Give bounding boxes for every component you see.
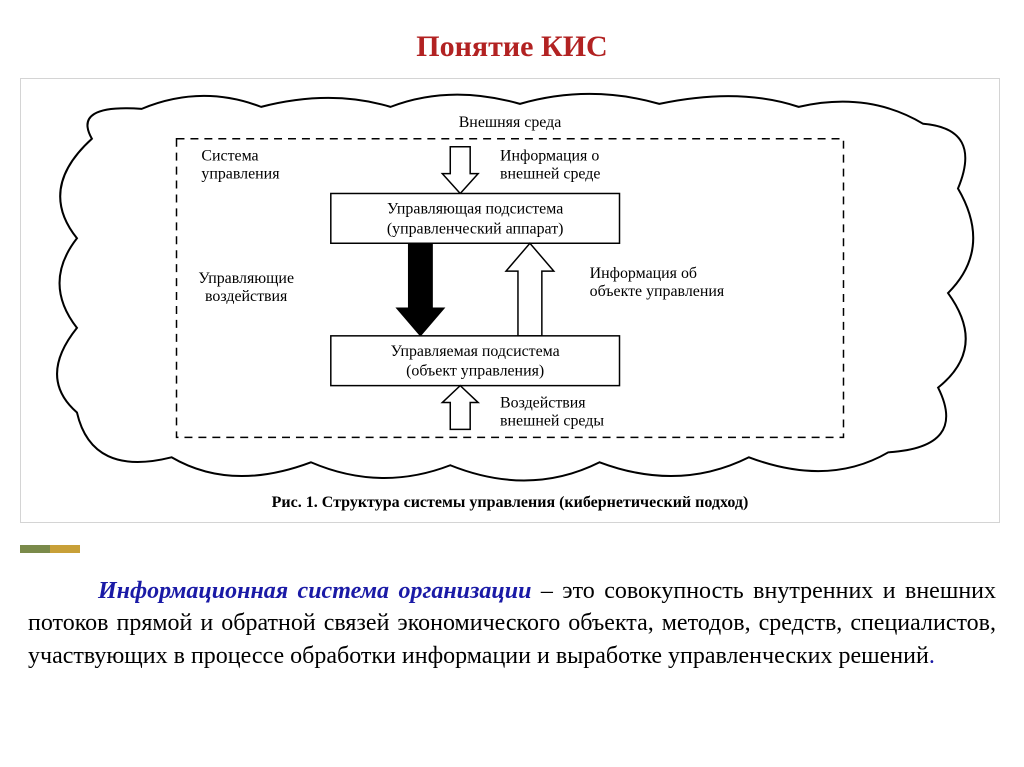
label-info-env-1: Информация о — [500, 148, 599, 165]
label-mgmt-sub-2: (управленческий аппарат) — [387, 220, 564, 237]
label-ctrl-sub-2: (объект управления) — [406, 363, 544, 380]
diagram-svg: Внешняя среда Система управления Информа… — [21, 79, 999, 522]
accent-seg-1 — [20, 545, 50, 553]
label-system-mgmt-1: Система — [201, 148, 258, 165]
accent-seg-2 — [50, 545, 80, 553]
page-title: Понятие КИС — [0, 30, 1024, 64]
label-info-env-2: внешней среде — [500, 166, 600, 183]
accent-bar — [20, 540, 82, 548]
diagram-container: Внешняя среда Система управления Информа… — [20, 78, 1000, 523]
definition-paragraph: Информационная система организации – это… — [28, 575, 996, 672]
definition-lead: Информационная система организации — [98, 578, 531, 604]
label-ctrl-act-2: воздействия — [205, 288, 288, 305]
definition-dot: . — [929, 643, 935, 669]
label-obj-info-1: Информация об — [590, 265, 697, 282]
label-ext-eff-2: внешней среды — [500, 412, 604, 429]
label-external-env: Внешняя среда — [459, 114, 562, 131]
label-ctrl-sub-1: Управляемая подсистема — [391, 343, 560, 360]
figure-caption: Рис. 1. Структура системы управления (ки… — [21, 494, 999, 512]
label-ext-eff-1: Воздействия — [500, 395, 586, 412]
label-system-mgmt-2: управления — [201, 166, 280, 183]
label-obj-info-2: объекте управления — [590, 283, 725, 300]
label-ctrl-act-1: Управляющие — [198, 270, 294, 287]
label-mgmt-sub-1: Управляющая подсистема — [387, 200, 563, 217]
